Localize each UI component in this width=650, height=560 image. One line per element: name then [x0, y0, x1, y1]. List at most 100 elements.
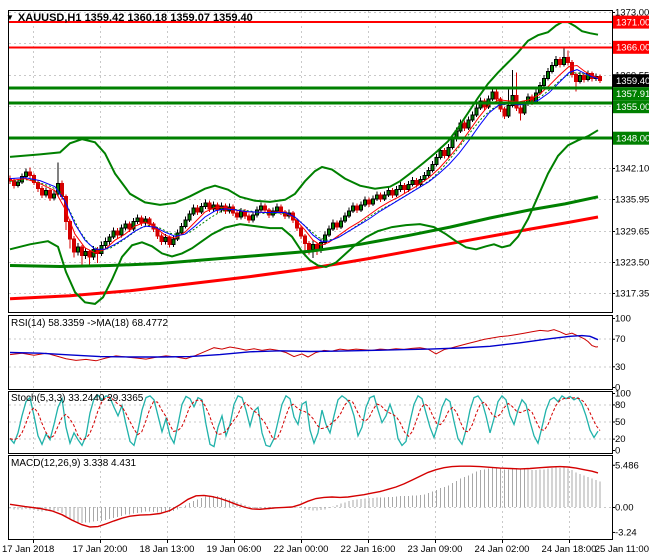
candle-body	[187, 213, 192, 221]
candle-body	[107, 236, 112, 243]
overlays-layer	[9, 21, 599, 305]
symbol-timeframe-label: XAUUSD,H1	[17, 12, 82, 24]
candle-body	[446, 146, 451, 156]
rsi-indicator-label: RSI(14) 58.3359 ->MA(18) 68.4772	[11, 318, 169, 329]
slow-ma-red-line	[9, 215, 599, 301]
candle-body	[43, 190, 48, 196]
candle-body	[378, 194, 383, 200]
candle-body	[358, 204, 363, 211]
candle-body	[83, 250, 88, 256]
candle-body	[199, 205, 204, 213]
candle-body	[502, 108, 507, 117]
candle-body	[235, 212, 240, 218]
candle-body	[115, 230, 120, 236]
price-badge	[613, 131, 649, 145]
candle-body	[342, 215, 347, 222]
candle-body	[598, 76, 602, 82]
candle-body	[11, 180, 16, 187]
candle-body	[211, 204, 216, 210]
candle-body	[63, 195, 68, 223]
time-tick-label: 24 Jan 18:00	[542, 544, 597, 555]
candle-body	[263, 205, 268, 211]
candle-body	[326, 228, 331, 236]
price-tick-label: 1317.35	[615, 288, 649, 299]
price-badge	[613, 87, 649, 101]
candle-body	[299, 227, 304, 237]
candle-body	[223, 205, 228, 212]
fast-ma-blue-line	[9, 69, 599, 250]
bollinger-middle-line	[9, 72, 599, 251]
borders-layer	[8, 10, 613, 540]
price-badge-label: 1348.00	[616, 134, 650, 145]
candle-body	[119, 227, 124, 236]
candle-body	[354, 205, 359, 211]
candle-body	[434, 156, 439, 165]
candle-body	[394, 189, 399, 196]
candle-body	[362, 199, 367, 206]
time-tick-label: 22 Jan 16:00	[341, 544, 396, 555]
candle-body	[79, 246, 84, 256]
candle-body	[159, 235, 164, 243]
main-panel-border	[8, 10, 613, 313]
candle-body	[558, 58, 563, 66]
price-tick-label: 1373.00	[615, 8, 649, 19]
price-badge-label: 1366.00	[616, 43, 650, 54]
candle-body	[386, 190, 391, 196]
candle-body	[239, 210, 244, 218]
candle-body	[111, 230, 116, 238]
candle-body	[306, 242, 311, 250]
candle-body	[546, 71, 551, 80]
stoch-tick-label: 80	[615, 400, 626, 411]
price-badge	[613, 15, 649, 29]
candle-body	[450, 138, 455, 148]
candle-body	[183, 219, 188, 228]
candle-body	[23, 171, 28, 178]
candle-body	[562, 56, 567, 66]
candle-body	[247, 215, 252, 221]
candle-body	[402, 185, 407, 191]
price-badge-label: 1359.40	[616, 76, 650, 87]
candle-body	[410, 180, 415, 186]
candle-body	[303, 235, 307, 244]
time-tick-label: 17 Jan 20:00	[73, 544, 128, 555]
candle-body	[494, 91, 499, 100]
macd-panel-border	[8, 455, 613, 540]
candle-body	[366, 199, 371, 205]
chart-title: ▼ XAUUSD,H1 1359.42 1360.18 1359.07 1359.…	[6, 12, 253, 24]
price-badge	[613, 40, 649, 54]
candle-body	[143, 218, 148, 224]
candle-body	[275, 206, 280, 212]
candle-body	[131, 221, 136, 230]
candle-body	[510, 94, 515, 106]
stoch-indicator-label: Stoch(5,3,3) 33.2440 29.3365	[11, 393, 144, 404]
candle-body	[330, 222, 335, 230]
price-badge	[613, 74, 649, 88]
candle-body	[47, 190, 52, 199]
candle-body	[406, 184, 411, 191]
candle-body	[251, 214, 256, 221]
rsi-tick-label: 70	[615, 334, 626, 345]
candle-body	[167, 237, 172, 245]
rsi-tick-label: 0	[615, 383, 620, 394]
stoch-tick-label: 20	[615, 434, 626, 445]
candle-body	[474, 107, 479, 116]
candle-body	[426, 170, 431, 177]
title-expander-icon[interactable]: ▼	[6, 13, 14, 22]
candle-body	[103, 241, 108, 246]
rsi-tick-label: 30	[615, 362, 626, 373]
candle-body	[191, 207, 196, 215]
price-tick-label: 1329.65	[615, 226, 649, 237]
macd-signal-line	[9, 465, 599, 528]
ohlc-quote-label: 1359.42 1360.18 1359.07 1359.40	[84, 12, 253, 24]
candle-body	[179, 226, 184, 234]
time-tick-label: 22 Jan 00:00	[274, 544, 329, 555]
candle-body	[518, 107, 523, 114]
candle-body	[39, 188, 44, 196]
candle-body	[574, 74, 579, 83]
x-axis[interactable]: 17 Jan 2018 17 Jan 20:00 18 Jan 13:00 19 Ja…	[2, 539, 649, 555]
price-tick-label: 1323.50	[615, 257, 649, 268]
candle-body	[582, 75, 587, 81]
rsi-ma-line	[9, 334, 599, 358]
